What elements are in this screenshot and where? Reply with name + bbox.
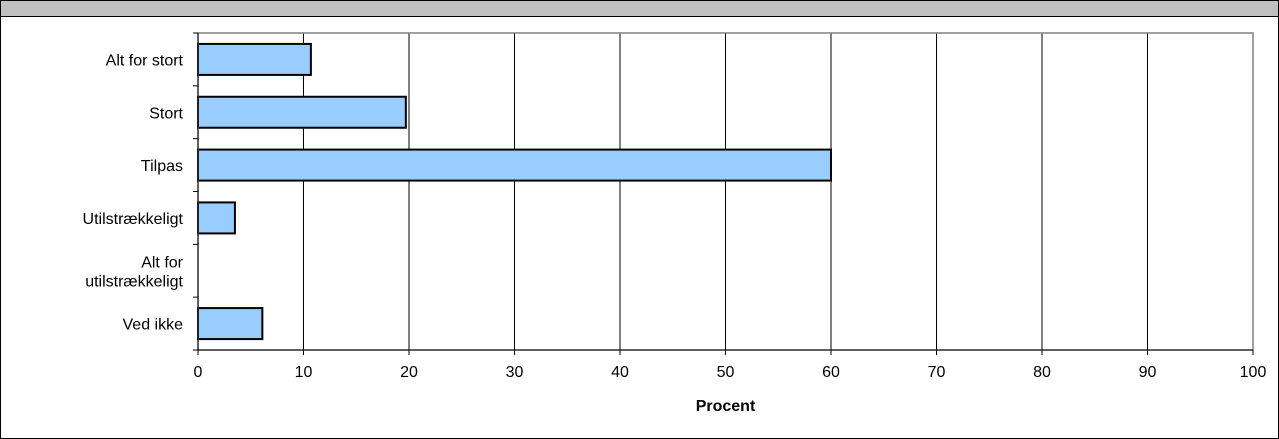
bar	[197, 201, 236, 235]
category-label: Utilstrækkeligt	[83, 211, 184, 228]
x-tick-label: 50	[717, 364, 735, 381]
x-tick-label: 40	[611, 364, 629, 381]
category-label: Alt for stort	[106, 52, 184, 69]
bar	[197, 148, 832, 182]
x-axis-title: Procent	[696, 398, 756, 415]
category-label: Stort	[149, 105, 183, 122]
category-label: Tilpas	[141, 158, 183, 175]
x-tick-label: 20	[400, 364, 418, 381]
bar	[197, 42, 312, 76]
grid-layer	[303, 33, 1148, 350]
bar	[197, 95, 407, 129]
x-tick-label: 90	[1139, 364, 1157, 381]
category-label: Ved ikke	[123, 317, 184, 334]
chart-title-bar	[1, 1, 1278, 17]
x-tick-label: 100	[1240, 364, 1267, 381]
x-tick-label: 60	[822, 364, 840, 381]
axis-layer	[193, 32, 1254, 355]
x-tick-label: 0	[194, 364, 203, 381]
label-layer: 0 10 20 30 40 50 60 70 80 90 100 Alt for stort Stort…	[83, 52, 1267, 415]
bar	[197, 307, 264, 341]
x-tick-label: 30	[506, 364, 524, 381]
category-label: Alt for utilstrækkeligt	[85, 254, 183, 290]
x-tick-label: 10	[295, 364, 313, 381]
x-tick-label: 80	[1033, 364, 1051, 381]
x-tick-label: 70	[928, 364, 946, 381]
